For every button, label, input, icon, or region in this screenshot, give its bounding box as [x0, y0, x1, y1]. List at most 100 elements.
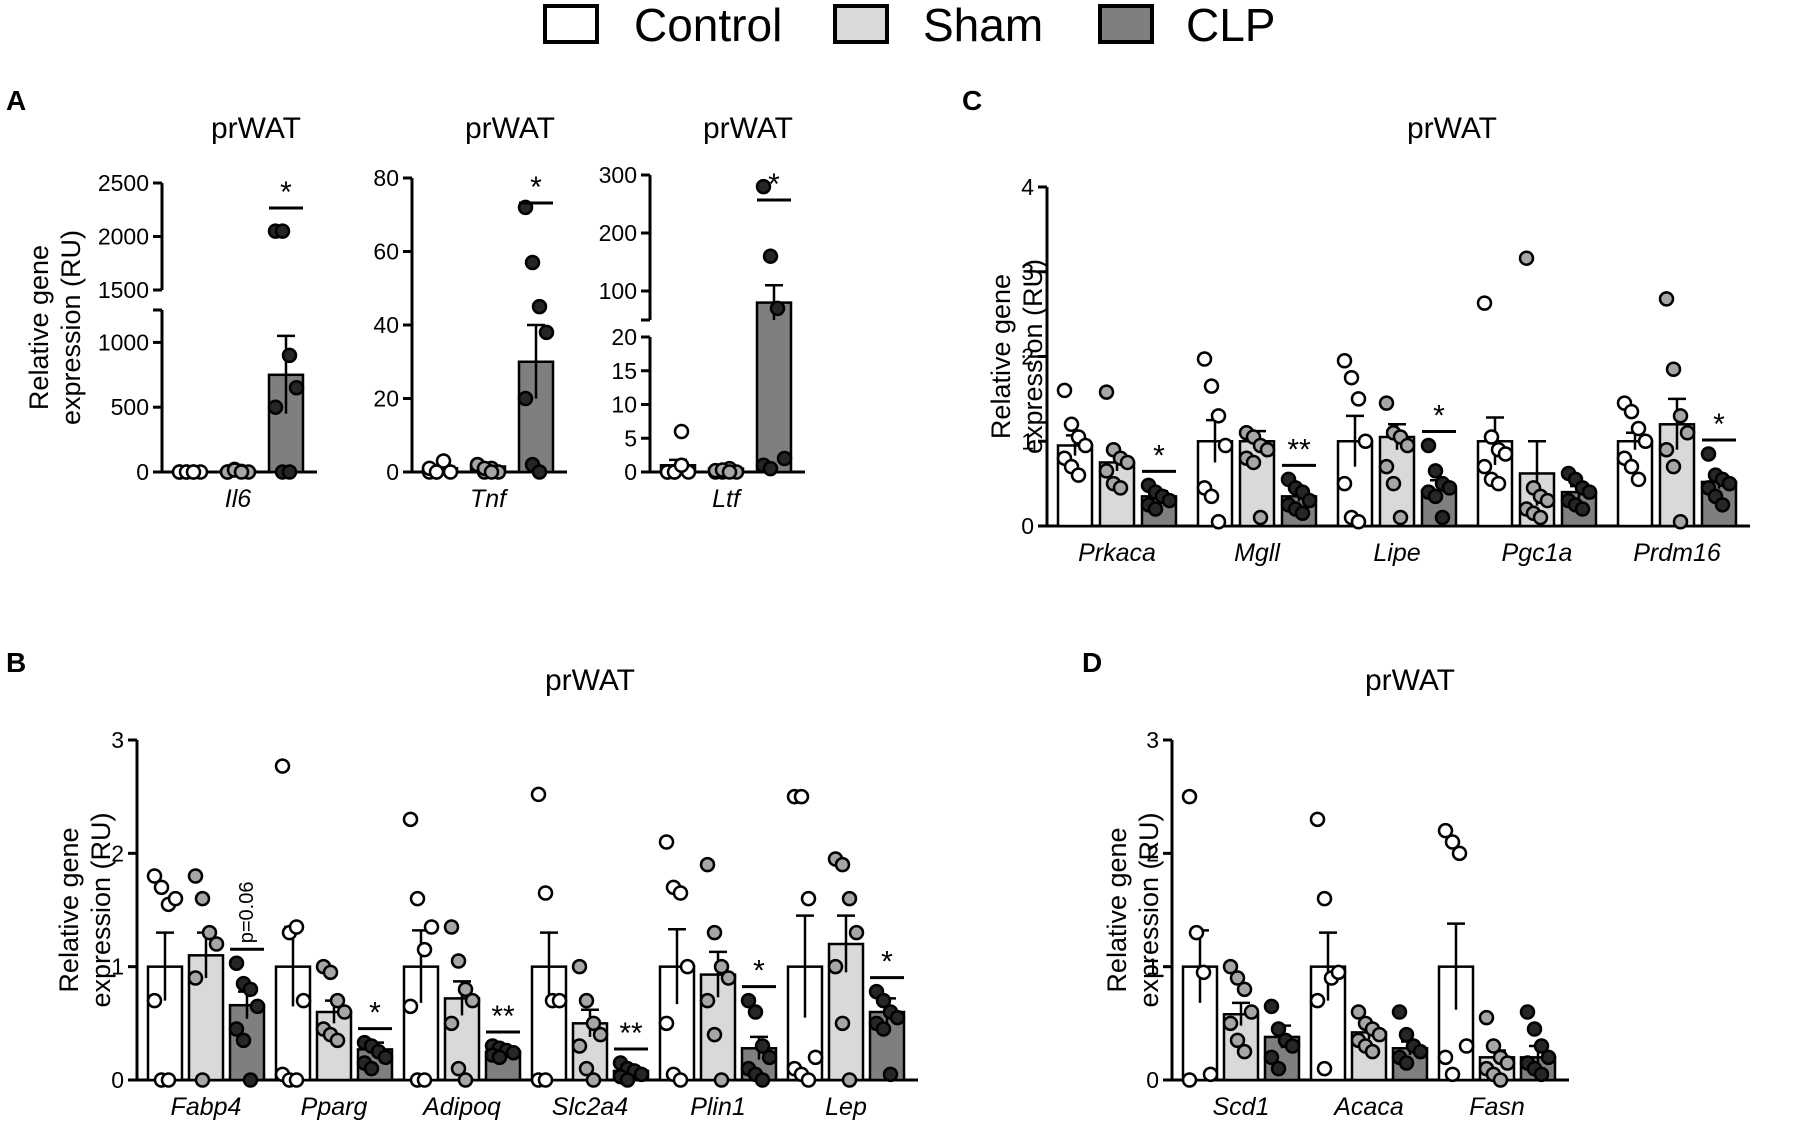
data-point-clp: [288, 380, 305, 396]
data-point-clp: [517, 390, 534, 407]
data-point-control: [1476, 295, 1493, 311]
data-point-control: [442, 464, 459, 480]
legend-label-control: Control: [634, 0, 782, 51]
data-point-clp: [875, 992, 892, 1009]
data-point-clp: [1263, 998, 1280, 1015]
data-point-sham: [721, 464, 738, 480]
panel-label-d: D: [1082, 647, 1102, 678]
y-tick-label: 2000: [98, 224, 149, 250]
significance-label: p=0.06: [236, 882, 258, 944]
y-tick-label: 300: [599, 162, 637, 188]
data-point-clp: [882, 1066, 899, 1083]
data-point-sham: [713, 1072, 730, 1088]
data-point-sham: [585, 1072, 602, 1088]
data-point-control: [1637, 433, 1654, 449]
data-point-control: [1063, 416, 1080, 433]
x-category-label: Prkaca: [1078, 539, 1156, 567]
data-point-control: [185, 464, 202, 480]
data-point-sham: [1679, 425, 1696, 441]
data-point-clp: [1147, 501, 1164, 517]
data-point-control: [1056, 382, 1073, 399]
data-point-sham: [336, 1004, 353, 1020]
data-point-control: [160, 1072, 177, 1088]
y-axis-label-line: Relative gene: [54, 827, 84, 992]
data-point-control: [274, 758, 291, 774]
data-point-clp: [274, 223, 291, 239]
data-point-clp: [1412, 1043, 1429, 1060]
data-point-control: [537, 885, 554, 901]
data-point-sham: [1229, 1032, 1246, 1049]
data-point-control: [1437, 1049, 1454, 1066]
x-category-label: Fasn: [1469, 1093, 1525, 1121]
y-tick-label: 0: [1146, 1067, 1159, 1093]
data-point-control: [658, 1015, 675, 1032]
x-category-label: Prdm16: [1633, 539, 1721, 567]
data-point-sham: [1518, 250, 1535, 266]
data-point-clp: [249, 998, 266, 1015]
data-point-sham: [464, 992, 481, 1009]
data-point-clp: [524, 254, 541, 271]
data-point-sham: [322, 964, 339, 981]
data-point-sham: [1243, 1004, 1260, 1020]
y-tick-label: 2: [111, 840, 124, 866]
y-axis-label-line: expression (RU): [56, 230, 86, 425]
data-point-sham: [827, 958, 844, 975]
data-point-sham: [578, 992, 595, 1009]
data-point-clp: [762, 460, 779, 477]
data-point-sham: [571, 958, 588, 975]
data-point-clp: [754, 1038, 771, 1054]
data-point-sham: [443, 919, 460, 935]
data-point-control: [1343, 369, 1360, 386]
data-point-sham: [329, 1032, 346, 1049]
x-category-label: Fabp4: [171, 1093, 242, 1121]
data-point-clp: [1700, 446, 1717, 462]
x-category-label: Plin1: [690, 1093, 746, 1121]
data-point-control: [1630, 420, 1647, 437]
data-point-clp: [1574, 501, 1591, 517]
data-point-clp: [1270, 1060, 1287, 1077]
data-point-sham: [1385, 475, 1402, 492]
y-tick-label: 3: [1146, 727, 1159, 753]
data-point-clp: [633, 1066, 650, 1083]
data-point-sham: [1378, 458, 1395, 475]
y-axis-label: Relative geneexpression (RU): [54, 812, 116, 1007]
y-tick-label: 2500: [98, 170, 149, 196]
data-point-sham: [187, 970, 204, 986]
data-point-control: [1196, 351, 1213, 367]
data-point-control: [1350, 391, 1367, 407]
y-tick-label: 5: [624, 425, 637, 451]
data-point-sham: [585, 1015, 602, 1032]
data-point-sham: [1658, 441, 1675, 458]
data-point-clp: [505, 1045, 522, 1061]
significance-label: *: [768, 168, 780, 201]
data-point-control: [1357, 433, 1374, 449]
data-point-clp: [1391, 1004, 1408, 1020]
y-axis-label-line: Relative gene: [24, 245, 54, 410]
panel-label-b: B: [6, 647, 26, 678]
x-category-label: Ltf: [712, 485, 743, 513]
data-point-control: [658, 834, 675, 850]
y-tick-label: 20: [611, 324, 637, 350]
chart-title: prWAT: [465, 112, 555, 145]
data-point-sham: [1350, 1004, 1367, 1020]
data-point-clp: [1581, 484, 1598, 500]
y-axis-label-line: Relative gene: [986, 274, 1016, 439]
data-point-clp: [1398, 1026, 1415, 1043]
data-point-sham: [1245, 454, 1262, 471]
chart-a3: prWAT 0 5 10 15 20 100 200 300 Ltf *: [599, 112, 805, 513]
data-point-control: [167, 890, 184, 907]
data-point-control: [1316, 890, 1333, 907]
y-tick-label: 20: [373, 386, 399, 412]
data-point-control: [1316, 1060, 1333, 1077]
data-point-clp: [491, 1049, 508, 1066]
data-point-sham: [1364, 1043, 1381, 1060]
data-point-clp: [1533, 1066, 1550, 1083]
data-point-clp: [875, 1021, 892, 1037]
data-point-control: [530, 786, 547, 803]
data-point-clp: [1526, 1021, 1543, 1037]
y-tick-label: 1: [1021, 428, 1034, 454]
y-tick-label: 1500: [98, 277, 149, 303]
y-tick-label: 10: [611, 392, 637, 418]
data-point-sham: [571, 1038, 588, 1054]
data-point-control: [1623, 403, 1640, 420]
